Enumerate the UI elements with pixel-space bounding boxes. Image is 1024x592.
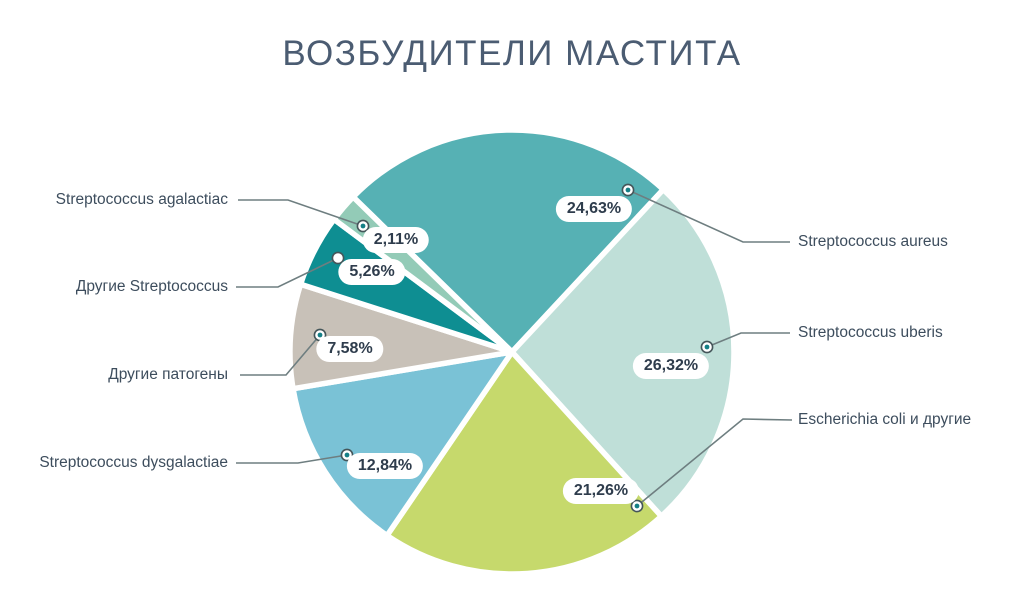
leader-line-0 xyxy=(627,189,790,243)
pct-pill-streptococcus-uberis: 26,32% xyxy=(632,353,710,379)
chart-title: ВОЗБУДИТЕЛИ МАСТИТА xyxy=(282,34,742,73)
callout-marker-dot-icon xyxy=(344,452,350,458)
callout-marker-dot-icon xyxy=(634,503,640,509)
leader-line-3 xyxy=(236,454,348,464)
label-streptococcus-dysgalactiae: Streptococcus dysgalactiae xyxy=(39,454,228,471)
leader-line-2 xyxy=(636,418,793,507)
pct-pill-drugie-patogeny: 7,58% xyxy=(316,336,384,362)
callout-marker-dot-icon xyxy=(360,223,366,229)
callout-marker-dot-icon xyxy=(317,332,323,338)
pct-pill-strep-dysgalactiae: 12,84% xyxy=(346,453,424,479)
leader-line-4 xyxy=(240,334,321,376)
pie-slice-0 xyxy=(350,127,667,355)
pct-pill-streptococcus-aureus: 24,63% xyxy=(555,196,633,222)
pie-slice-3 xyxy=(290,349,515,539)
pct-pill-strep-agalactiac: 2,11% xyxy=(362,227,430,253)
leader-line-1 xyxy=(706,332,790,348)
leader-line-5 xyxy=(236,257,339,288)
label-streptococcus-aureus: Streptococcus aureus xyxy=(798,233,948,250)
callout-marker-dot-icon xyxy=(625,187,631,193)
label-escherichia-coli: Escherichia coli и другие xyxy=(798,411,972,428)
label-drugie-streptococcus: Другие Streptococcus xyxy=(75,278,228,295)
label-streptococcus-uberis: Streptococcus uberis xyxy=(798,324,943,341)
pct-pill-drugie-streptococcus: 5,26% xyxy=(338,259,406,285)
pie-slice-2 xyxy=(384,349,665,577)
label-streptococcus-agalactiac: Streptococcus agalactiac xyxy=(55,191,228,208)
pie-slice-1 xyxy=(509,186,737,519)
pct-pill-escherichia-coli: 21,26% xyxy=(562,478,640,504)
label-drugie-patogeny: Другие патогены xyxy=(108,366,228,383)
callout-marker-icon xyxy=(331,251,345,265)
callout-marker-dot-icon xyxy=(704,344,710,350)
leader-line-6 xyxy=(238,199,364,227)
